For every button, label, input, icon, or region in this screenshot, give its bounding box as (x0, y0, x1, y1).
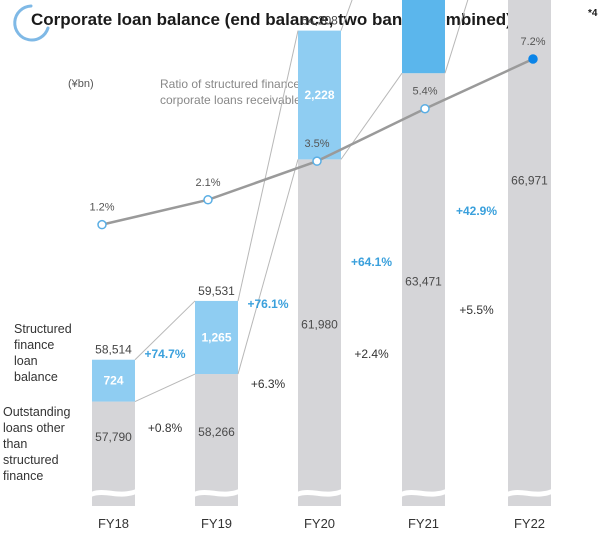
bars-layer (91, 0, 552, 507)
x-tick-fy22: FY22 (514, 516, 545, 531)
ratio-label-fy19: 2.1% (195, 177, 220, 189)
title-ring-icon (13, 4, 50, 42)
connector-boundary-1 (134, 373, 196, 403)
series-label-structured-finance: Structured finance loan balance (14, 322, 72, 384)
bar-other-loans-fy18 (92, 401, 135, 506)
ratio-line-legend: Ratio of structured finance to corporate … (160, 77, 314, 107)
ratio-point-fy21 (420, 103, 430, 114)
sf-growth-label-4: +42.9% (456, 204, 497, 218)
connector-boundary-2 (237, 159, 299, 375)
x-tick-fy18: FY18 (98, 516, 129, 531)
sf-growth-label-1: +74.7% (144, 347, 185, 361)
connector-top-2 (237, 30, 299, 302)
total-label-fy19: 59,531 (198, 284, 235, 298)
other-value-label-fy22: 66,971 (511, 173, 548, 187)
x-tick-fy19: FY19 (201, 516, 232, 531)
ratio-point-fy19 (203, 195, 213, 205)
other-growth-label-2: +6.3% (251, 377, 286, 391)
ratio-point-fy18 (97, 219, 107, 230)
axis-break-fy19 (194, 489, 239, 497)
sf-value-label-fy19: 1,265 (201, 330, 231, 344)
bar-other-loans-fy19 (195, 374, 238, 506)
connector-boundary-3 (340, 72, 403, 160)
unit-label: (¥bn) (68, 78, 94, 90)
axis-break-fy20 (297, 489, 342, 497)
other-value-label-fy19: 58,266 (198, 425, 235, 439)
total-label-fy20: 64,208 (301, 14, 338, 28)
sf-growth-label-3: +64.1% (351, 255, 392, 269)
axis-break-fy18 (91, 489, 136, 497)
other-value-label-fy20: 61,980 (301, 318, 338, 332)
connector-top-3 (340, 0, 353, 31)
labels-layer: FY18 58,514 724 57,790 FY19 59,531 1,265 58,266… (89, 14, 548, 531)
connector-top-1 (134, 300, 196, 361)
bar-structured-finance-fy20 (298, 30, 341, 160)
axis-break-fy22 (507, 489, 552, 497)
sf-value-label-fy18: 724 (103, 374, 123, 388)
bar-structured-finance-fy19 (195, 300, 238, 375)
bar-structured-finance-fy18 (92, 359, 135, 402)
ratio-label-fy21: 5.4% (412, 86, 437, 98)
ratio-label-fy20: 3.5% (304, 138, 329, 150)
other-growth-label-1: +0.8% (148, 421, 183, 435)
total-label-fy18: 58,514 (95, 343, 132, 357)
axis-break-fy21 (401, 489, 446, 497)
chart-title: Corporate loan balance (end balance, two… (31, 10, 512, 29)
x-tick-fy21: FY21 (408, 516, 439, 531)
chart-title-note: *4 (588, 8, 598, 19)
bar-other-loans-fy21 (402, 73, 445, 507)
series-label-other-loans: Outstanding loans other than structured fina… (3, 405, 70, 483)
x-tick-fy20: FY20 (304, 516, 335, 531)
ratio-point-fy20 (312, 156, 322, 166)
bar-other-loans-fy20 (298, 159, 341, 506)
bar-other-loans-fy22 (508, 0, 551, 507)
ratio-line-layer (97, 54, 538, 230)
ratio-point-fy22 (528, 54, 538, 64)
other-growth-label-4: +5.5% (459, 303, 494, 317)
other-value-label-fy18: 57,790 (95, 430, 132, 444)
other-growth-label-3: +2.4% (354, 347, 389, 361)
bar-structured-finance-fy21 (402, 0, 445, 74)
other-value-label-fy21: 63,471 (405, 275, 442, 289)
sf-growth-label-2: +76.1% (247, 297, 288, 311)
connector-boundary-4 (444, 0, 469, 74)
ratio-label-fy18: 1.2% (89, 202, 114, 214)
sf-value-label-fy20: 2,228 (304, 88, 334, 102)
ratio-label-fy22: 7.2% (520, 36, 545, 48)
